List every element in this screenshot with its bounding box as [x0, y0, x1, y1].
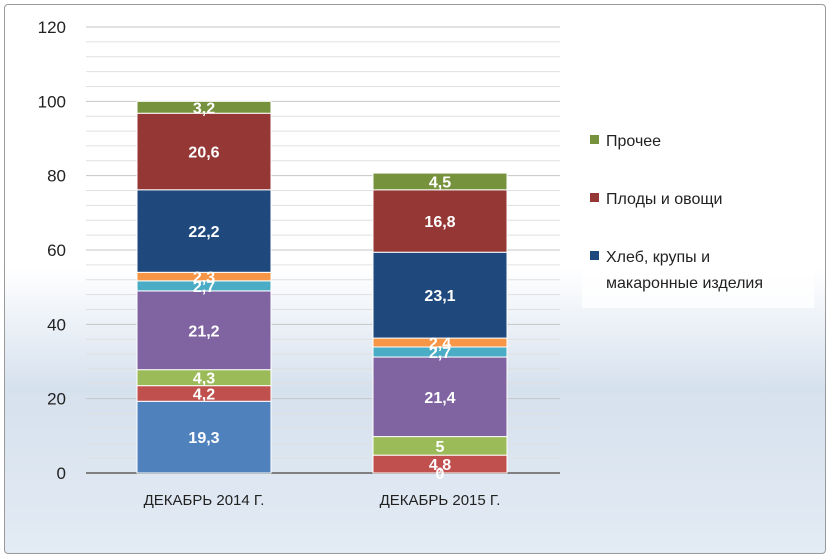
legend-swatch — [590, 251, 599, 260]
data-label: 20,6 — [188, 145, 219, 162]
bar-segment — [372, 356, 508, 438]
data-label: 0 — [436, 466, 445, 483]
legend-box — [582, 126, 814, 308]
bar-segment — [372, 189, 508, 253]
bar-segment — [136, 112, 272, 191]
data-label: 22,2 — [188, 224, 219, 241]
x-category-label: ДЕКАБРЬ 2014 Г. — [144, 492, 265, 509]
data-label: 19,3 — [188, 430, 219, 447]
y-axis-ticks: 0 20 40 60 80 100 120 — [38, 18, 66, 483]
data-label: 4,8 — [429, 457, 451, 474]
bar-segment — [372, 172, 508, 191]
y-tick-label: 20 — [47, 390, 66, 409]
x-category-label: ДЕКАБРЬ 2015 Г. — [380, 492, 501, 509]
legend-label: Прочее — [606, 133, 661, 150]
data-label: 4,2 — [193, 386, 215, 403]
bar-segment — [136, 290, 272, 371]
data-label: 2,7 — [193, 279, 215, 296]
bars — [136, 100, 508, 474]
data-label: 21,2 — [188, 323, 219, 340]
data-label: 4,5 — [429, 174, 451, 191]
data-label: 4,3 — [193, 371, 215, 388]
data-label: 2,4 — [429, 336, 451, 353]
data-label: 3,2 — [193, 100, 215, 117]
data-label: 5 — [436, 439, 445, 456]
data-label: 2,7 — [429, 345, 451, 362]
data-label: 21,4 — [424, 390, 455, 407]
y-tick-label: 40 — [47, 315, 66, 334]
bar-segment — [372, 251, 508, 339]
legend-label: Плоды и овощи — [606, 191, 722, 208]
y-tick-label: 120 — [38, 18, 66, 37]
data-label: 2,3 — [193, 270, 215, 287]
y-tick-label: 60 — [47, 241, 66, 260]
y-tick-label: 0 — [57, 464, 66, 483]
x-axis-categories: ДЕКАБРЬ 2014 Г. ДЕКАБРЬ 2015 Г. — [144, 492, 501, 509]
data-labels: 19,34,24,321,22,72,322,220,63,204,8521,4… — [188, 100, 455, 483]
legend-label: макаронные изделия — [606, 275, 763, 292]
legend-swatch — [590, 193, 599, 202]
bar-segment — [136, 100, 272, 114]
y-tick-label: 100 — [38, 92, 66, 111]
data-label: 23,1 — [424, 288, 455, 305]
legend-swatch — [590, 135, 599, 144]
bar-segment — [136, 400, 272, 474]
legend: Прочее Плоды и овощи Хлеб, крупы и макаронн… — [590, 133, 763, 292]
legend-label: Хлеб, крупы и — [606, 249, 710, 266]
y-tick-label: 80 — [47, 167, 66, 186]
data-label: 16,8 — [424, 214, 455, 231]
